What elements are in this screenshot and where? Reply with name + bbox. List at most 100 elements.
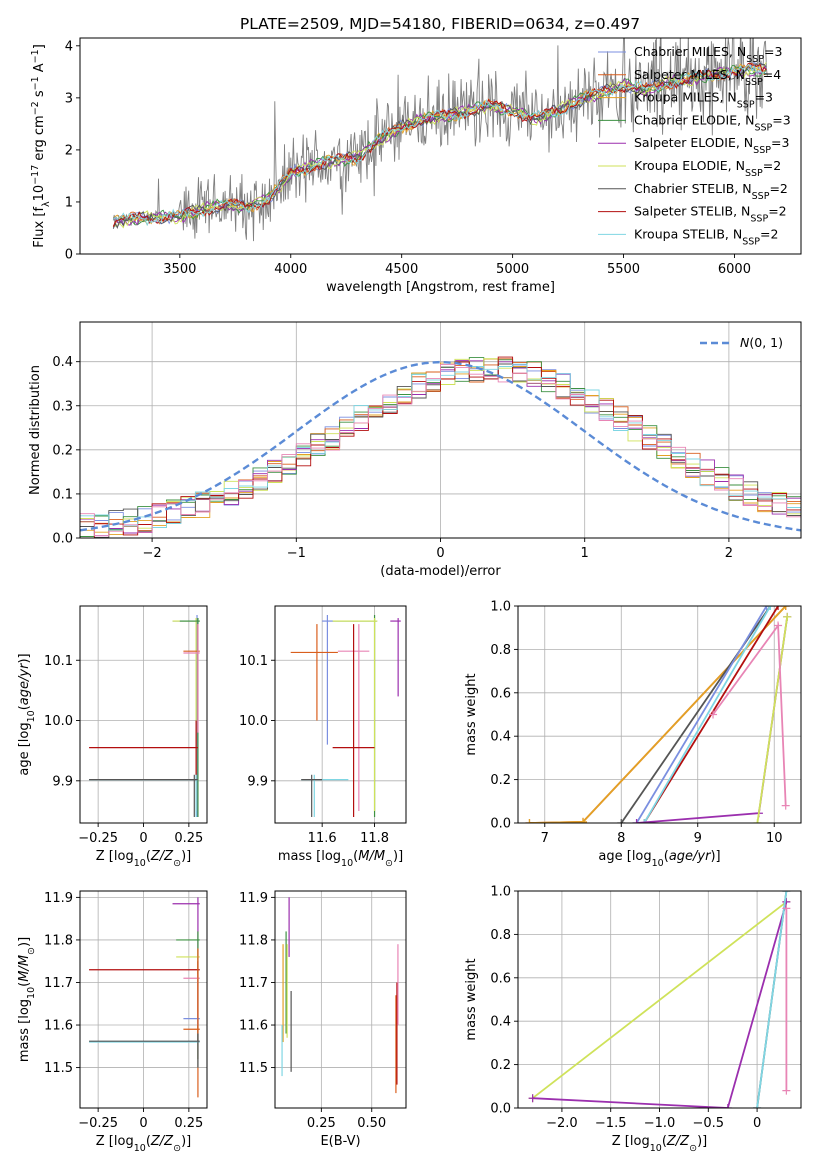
label-part: )]: [181, 1134, 191, 1149]
plot-area: [80, 356, 801, 538]
label-part: 10: [652, 858, 664, 869]
label-part: log: [632, 849, 652, 864]
label-part: Z [: [96, 849, 114, 864]
data-point-marker: [774, 621, 783, 630]
data-point-marker: [782, 904, 791, 913]
massweight-line-kroupa-elodie: [532, 901, 787, 1099]
label-part: )]: [710, 849, 720, 864]
x-tick-label: 10: [766, 831, 783, 846]
x-tick-label: 0: [139, 1116, 147, 1131]
data-point-marker: [774, 606, 783, 610]
axes-frame: [274, 605, 407, 824]
label-part: erg cm: [32, 115, 47, 164]
label-part: M/M: [358, 849, 385, 864]
y-tick-label: 9.9: [247, 774, 268, 789]
y-tick-label: 0.3: [52, 399, 73, 414]
label-part: age [: [598, 849, 631, 864]
label-part: (: [662, 1134, 667, 1149]
label-part: 10: [134, 1143, 146, 1154]
age-vs-Z-panel: −0.25 0 0.259.910.010.1Z [log10(Z/Z⊙)]age …: [17, 605, 208, 869]
legend-eq: =3: [764, 44, 782, 59]
legend-entry: Salpeter ELODIE, NSSP=3: [634, 135, 789, 156]
label-part: −1: [30, 76, 41, 90]
label-part: mass weight: [464, 673, 479, 755]
label-part: ⊙: [26, 947, 37, 955]
label-part: 10: [341, 858, 353, 869]
massweight-line-chabrier-miles: [635, 606, 768, 823]
legend-name: Chabrier STELIB, N: [634, 181, 752, 196]
y-tick-label: 0.2: [52, 443, 73, 458]
y-tick-label: 0: [65, 248, 73, 263]
data-point-marker: [753, 819, 762, 823]
y-tick-label: 10.1: [44, 654, 73, 669]
model-line-kroupa-stelib: [113, 64, 767, 227]
massweight-line-kroupa-stelib: [756, 891, 788, 1108]
data-point-marker: [766, 606, 775, 610]
y-tick-label: 0.4: [490, 730, 511, 745]
histogram-pink: [80, 364, 801, 537]
label-part: )]: [17, 653, 32, 663]
x-tick-label: −0.25: [78, 1116, 118, 1131]
label-part: ⊙: [173, 1143, 181, 1154]
label-part: log: [17, 722, 32, 742]
y-axis-label: mass weight: [464, 958, 479, 1040]
legend-name: Salpeter MILES, N: [634, 67, 745, 82]
label-part: Z [: [96, 1134, 114, 1149]
y-tick-label: 11.6: [239, 1019, 268, 1034]
x-tick-label: 5000: [496, 262, 529, 277]
label-part: (: [146, 1134, 151, 1149]
y-tick-label: 0.8: [490, 643, 511, 658]
y-axis-label: Normed distribution: [28, 365, 43, 495]
label-part: E(B-V): [320, 1134, 360, 1149]
legend-args: (0, 1): [749, 335, 783, 350]
y-axis-label: mass weight: [464, 673, 479, 755]
y-tick-label: 2: [65, 143, 73, 158]
label-part: Z/Z: [666, 1134, 690, 1149]
legend-sub: SSP: [745, 168, 763, 179]
legend-name: Kroupa MILES, N: [634, 90, 737, 105]
legend-entry: Salpeter STELIB, NSSP=2: [634, 204, 787, 225]
legend-entry: Chabrier ELODIE, NSSP=3: [634, 112, 791, 132]
label-part: log: [630, 1134, 650, 1149]
label-part: M/M: [17, 955, 32, 982]
legend-eq: =3: [755, 90, 773, 105]
label-part: 10: [134, 858, 146, 869]
label-part: wavelength [Angstrom, rest frame]: [326, 280, 555, 295]
normal-curve: [80, 360, 801, 532]
massweight-line-salpeter-elodie: [636, 616, 789, 823]
label-part: age [: [17, 742, 32, 775]
label-part: −1: [30, 49, 41, 63]
x-tick-label: −1: [287, 546, 306, 561]
data-point-marker: [782, 891, 791, 895]
data-point-marker: [525, 819, 534, 823]
label-part: (: [17, 705, 32, 710]
x-tick-label: 0: [753, 1116, 761, 1131]
x-tick-label: 2: [725, 546, 733, 561]
y-tick-label: 0.0: [52, 532, 73, 547]
label-part: 10: [32, 185, 47, 202]
x-tick-label: −0.25: [78, 831, 118, 846]
label-part: Z/Z: [150, 849, 174, 864]
legend-sub: SSP: [754, 122, 772, 133]
label-part: −2: [30, 101, 41, 115]
legend-eq: =2: [768, 204, 786, 219]
label-part: )]: [393, 849, 403, 864]
y-tick-label: 0.4: [490, 1015, 511, 1030]
label-part: ⊙: [385, 858, 393, 869]
label-part: mass weight: [464, 958, 479, 1040]
data-point-marker: [617, 819, 626, 823]
plot-area: [89, 897, 200, 1098]
x-tick-label: 0: [436, 546, 444, 561]
x-tick-label: 5500: [607, 262, 640, 277]
label-part: mass [: [17, 1019, 32, 1062]
label-part: 10: [650, 1143, 662, 1154]
legend-name: Salpeter STELIB, N: [634, 204, 750, 219]
massweight-line-salpeter-elodie: [532, 901, 788, 1108]
y-tick-label: 11.9: [44, 891, 73, 906]
label-part: (: [146, 849, 151, 864]
legend-eq: =3: [772, 112, 790, 127]
y-tick-label: 11.8: [44, 933, 73, 948]
legend-sub: SSP: [746, 54, 764, 65]
label-part: log: [321, 849, 341, 864]
y-tick-label: 1.0: [490, 885, 511, 900]
